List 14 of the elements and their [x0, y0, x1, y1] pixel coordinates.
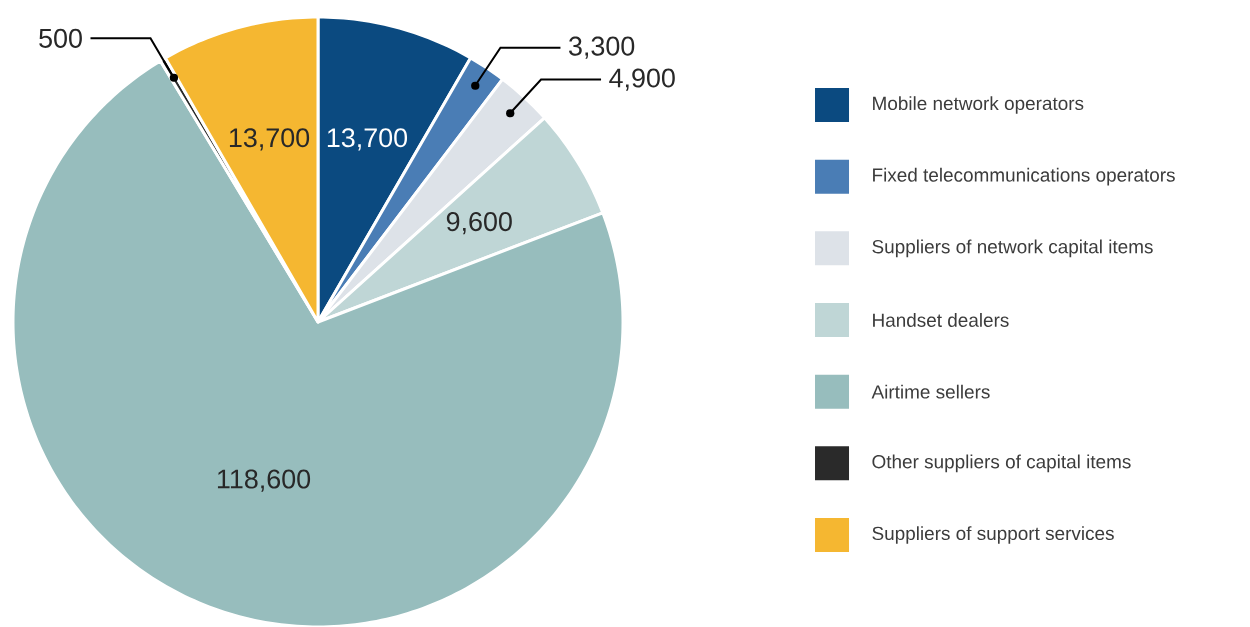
data-label: 118,600	[217, 469, 311, 492]
data-label: 13,700	[229, 128, 310, 151]
legend-label: Mobile network operators	[873, 96, 1084, 114]
data-label: 500	[39, 28, 82, 48]
legend-label: Handset dealers	[873, 313, 1009, 327]
legend-label: Suppliers of network capital items	[872, 239, 1153, 258]
legend-label: Suppliers of support services	[872, 526, 1114, 544]
legend-label: Fixed telecommunications operators	[873, 167, 1175, 186]
data-label: 9,600	[446, 212, 512, 235]
data-label: 3,300	[569, 36, 635, 59]
legend-label: Airtime sellers	[871, 384, 990, 399]
data-label: 4,900	[609, 68, 675, 91]
legend-label: Other suppliers of capital items	[872, 454, 1131, 473]
data-label: 13,700	[327, 128, 408, 151]
